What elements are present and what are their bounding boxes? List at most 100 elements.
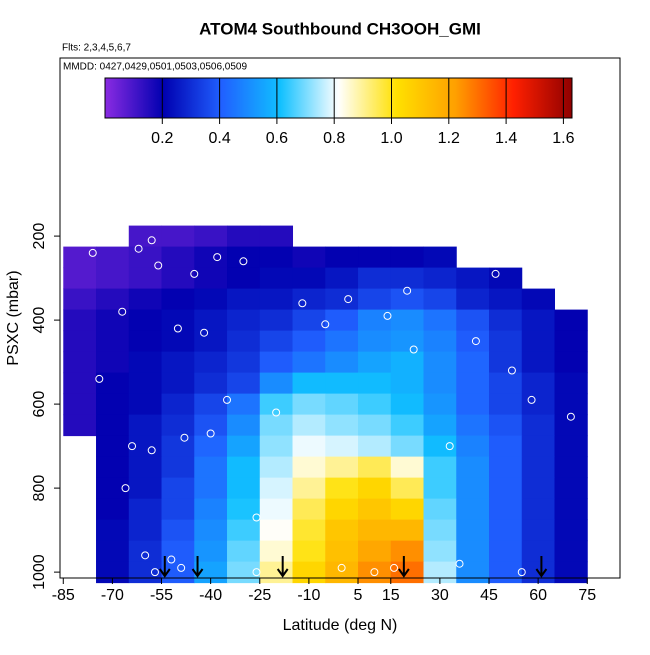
heat-cell [456,393,490,416]
heat-cell [358,351,392,374]
heat-cell [423,540,457,563]
heat-cell [325,414,359,437]
heat-cell [259,288,294,311]
heat-cell [292,540,326,563]
x-axis-label: Latitude (deg N) [283,617,398,634]
heat-cell [456,477,490,500]
heat-cell [161,372,195,395]
heat-cell [554,477,588,500]
heat-cell [325,330,359,353]
heat-cell [456,561,490,584]
sample-point [177,563,186,572]
heat-cell [161,498,195,521]
heat-cell [521,414,556,437]
sample-point [370,568,379,577]
sample-point [390,563,399,572]
heat-cell [292,267,326,290]
heat-cell [194,456,228,479]
heat-cell [128,267,163,290]
heat-cell [227,267,261,290]
heat-cell [194,393,228,416]
heat-cell [128,561,163,584]
heat-cell [325,456,359,479]
heat-cell [161,330,195,353]
heat-cell [358,456,392,479]
heat-cell [325,477,359,500]
heat-cell [259,330,294,353]
heat-cell [96,246,130,269]
heat-cell [358,477,392,500]
heat-cell [489,372,523,395]
heat-cell [390,519,425,542]
heat-cell [161,246,195,269]
heat-cell [259,246,294,269]
heat-cell [554,519,588,542]
y-tick-label: 1000 [31,554,48,590]
heat-cell [292,456,326,479]
heat-cell [259,309,294,332]
heat-cell [390,288,425,311]
colorbar [104,77,573,119]
heat-cell [128,498,163,521]
heat-cell [259,414,294,437]
heat-cell [63,309,97,332]
heat-cell [325,351,359,374]
chart-title: ATOM4 Southbound CH3OOH_GMI [199,19,481,38]
heat-cell [227,309,261,332]
heat-cell [194,519,228,542]
heat-cell [521,330,556,353]
heat-cell [325,498,359,521]
heat-cell [456,540,490,563]
heat-cell [63,372,97,395]
heat-cell [489,498,523,521]
heat-cell [390,498,425,521]
colorbar-tick-label: 0.8 [323,130,345,147]
sample-point [95,374,104,383]
heat-cell [423,456,457,479]
heat-cell [194,246,228,269]
sample-point [566,412,575,421]
heat-cell [358,540,392,563]
y-tick-label: 400 [31,307,48,334]
heat-cell [390,351,425,374]
heat-cell [194,435,228,458]
colorbar-tick-label: 1.6 [552,130,574,147]
sample-point [491,269,500,278]
heat-cell [390,372,425,395]
profile-arrow [535,556,548,578]
heat-cell [194,351,228,374]
heat-cell [128,519,163,542]
heat-cell [63,330,97,353]
heat-cell [423,309,457,332]
plot-frame [59,57,621,579]
x-tick-label: 75 [578,587,596,604]
heat-cell [554,456,588,479]
heat-cell [358,288,392,311]
colorbar-tick-label: 1.0 [380,130,402,147]
sample-point [344,295,353,304]
heat-cell [259,393,294,416]
heat-cell [423,372,457,395]
heat-cell [194,288,228,311]
sample-point [180,433,189,442]
heat-cell [259,372,294,395]
heat-cell [292,246,326,269]
heat-cell [456,309,490,332]
heat-cell [292,519,326,542]
heat-cell [456,456,490,479]
heat-cell [292,414,326,437]
heat-cell [489,435,523,458]
heat-cell [292,351,326,374]
heat-cell [259,435,294,458]
heat-cell [554,561,588,584]
sample-point [150,568,159,577]
heat-cell [325,393,359,416]
profile-arrow [276,556,289,578]
sample-point [121,484,130,493]
heat-cell [423,288,457,311]
heat-cell [128,288,163,311]
x-tick-label: 60 [529,587,547,604]
heat-cell [554,330,588,353]
heat-cell [128,225,163,248]
